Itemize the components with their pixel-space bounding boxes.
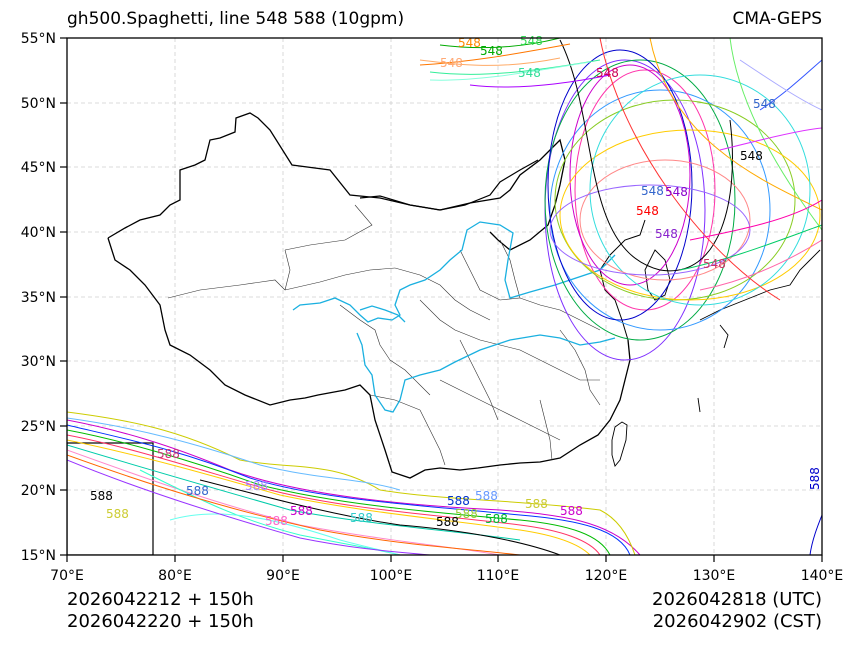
svg-text:588: 588 [808, 467, 822, 490]
svg-text:80°E: 80°E [158, 568, 192, 584]
rivers [292, 221, 616, 413]
svg-text:548: 548 [703, 257, 726, 271]
svg-text:548: 548 [665, 185, 688, 199]
svg-text:588: 588 [186, 484, 209, 498]
taiwan [611, 421, 628, 467]
init-time-line-2: 2026042220 + 150h [67, 611, 254, 632]
valid-time-utc: 2026042818 (UTC) [652, 589, 822, 610]
yangtze-river [356, 332, 616, 413]
x-tick-labels: 70°E 80°E 90°E 100°E 110°E 120°E 130°E 1… [50, 568, 843, 584]
svg-text:588: 588 [475, 489, 498, 503]
svg-text:120°E: 120°E [585, 568, 628, 584]
svg-text:548: 548 [655, 227, 678, 241]
svg-text:588: 588 [436, 515, 459, 529]
svg-text:25°N: 25°N [21, 419, 56, 435]
svg-text:45°N: 45°N [21, 160, 56, 176]
init-time-info: 2026042212 + 150h 2026042220 + 150h [67, 589, 254, 633]
valid-time-cst: 2026042902 (CST) [652, 611, 822, 632]
japan [699, 249, 821, 321]
y-tick-labels: 55°N 50°N 45°N 40°N 35°N 30°N 25°N 20°N … [21, 31, 56, 564]
yellow-river [292, 221, 616, 323]
svg-text:548: 548 [636, 204, 659, 218]
svg-text:588: 588 [290, 504, 313, 518]
svg-text:548: 548 [520, 34, 543, 48]
contour-labels: 548 548 548 548 548 548 548 548 548 548 … [90, 34, 822, 529]
svg-text:30°N: 30°N [21, 354, 56, 370]
svg-text:588: 588 [560, 504, 583, 518]
svg-text:588: 588 [265, 514, 288, 528]
svg-text:548: 548 [753, 97, 776, 111]
contours-588 [67, 411, 822, 555]
svg-text:588: 588 [455, 507, 478, 521]
svg-text:588: 588 [485, 512, 508, 526]
svg-text:110°E: 110°E [477, 568, 520, 584]
svg-text:90°E: 90°E [266, 568, 300, 584]
init-time-line-1: 2026042212 + 150h [67, 589, 254, 610]
contours-548-north [419, 38, 611, 88]
svg-text:548: 548 [480, 44, 503, 58]
svg-text:588: 588 [525, 497, 548, 511]
province-lines [167, 204, 601, 466]
svg-text:70°E: 70°E [50, 568, 84, 584]
svg-text:548: 548 [596, 66, 619, 80]
svg-text:50°N: 50°N [21, 96, 56, 112]
svg-text:548: 548 [641, 184, 664, 198]
model-name: CMA-GEPS [732, 9, 822, 29]
axis-ticks [60, 37, 823, 562]
svg-text:20°N: 20°N [21, 483, 56, 499]
contours-548 [544, 38, 822, 361]
svg-text:588: 588 [245, 479, 268, 493]
svg-text:588: 588 [106, 507, 129, 521]
svg-text:548: 548 [740, 149, 763, 163]
svg-text:130°E: 130°E [693, 568, 736, 584]
svg-text:15°N: 15°N [21, 548, 56, 564]
svg-text:548: 548 [518, 66, 541, 80]
svg-text:588: 588 [350, 511, 373, 525]
svg-text:100°E: 100°E [370, 568, 413, 584]
chart-title: gh500.Spaghetti, line 548 588 (10gpm) [67, 9, 405, 29]
svg-text:588: 588 [447, 494, 470, 508]
mongolia-border [359, 159, 539, 211]
china-border [107, 112, 566, 251]
inset-box [67, 442, 154, 555]
svg-text:140°E: 140°E [801, 568, 844, 584]
svg-text:548: 548 [440, 56, 463, 70]
svg-text:588: 588 [157, 447, 180, 461]
svg-text:588: 588 [90, 489, 113, 503]
svg-text:55°N: 55°N [21, 31, 56, 47]
svg-text:548: 548 [458, 36, 481, 50]
svg-text:35°N: 35°N [21, 290, 56, 306]
china-border-southwest [107, 237, 631, 479]
valid-time-info: 2026042818 (UTC) 2026042902 (CST) [652, 589, 822, 633]
svg-text:40°N: 40°N [21, 225, 56, 241]
